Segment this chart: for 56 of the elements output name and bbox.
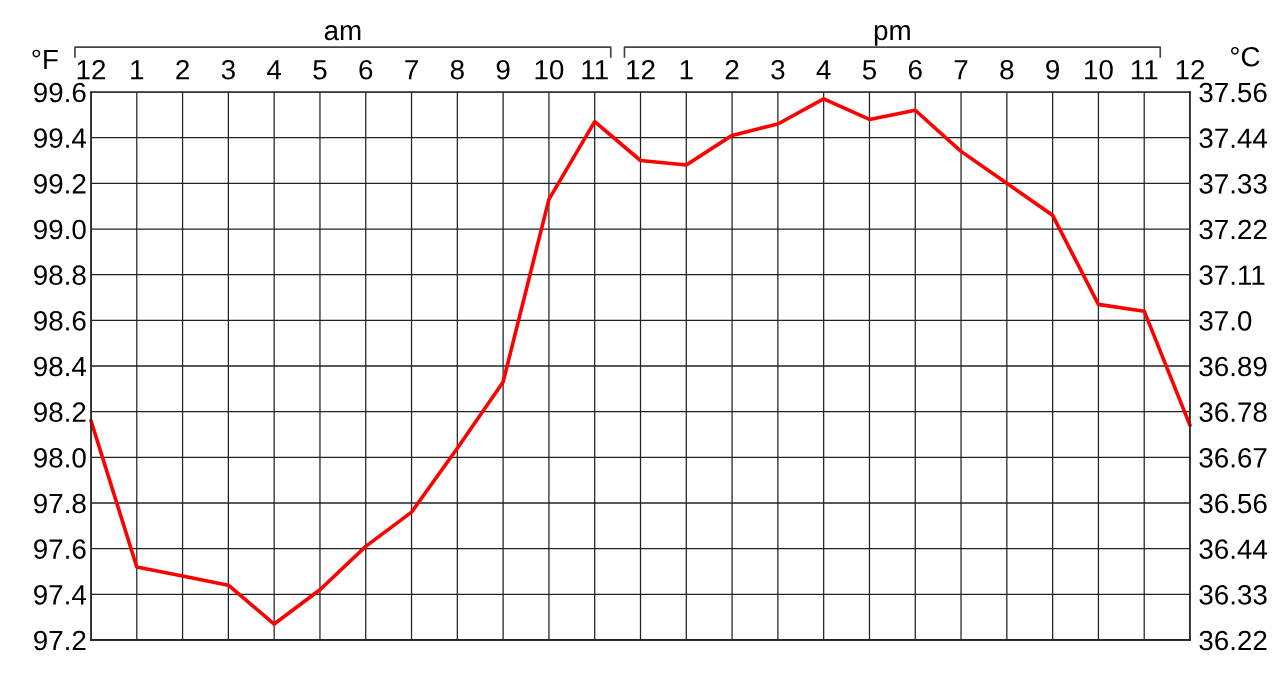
x-tick-label: 6: [359, 59, 373, 80]
x-tick-label: 11: [582, 60, 608, 80]
y-tick-label: 97.4: [34, 585, 87, 605]
x-tick-label: 12: [77, 59, 106, 80]
y2-tick-label: 36.33: [1199, 585, 1267, 605]
y-tick-label: 97.6: [34, 539, 86, 560]
x-tick-label: 5: [862, 60, 877, 80]
x-tick-label: 3: [771, 59, 785, 80]
x-tick-label: 3: [221, 59, 235, 80]
x-tick-label: 6: [908, 59, 922, 80]
y2-tick-label: 36.89: [1199, 356, 1267, 377]
y-tick-label: 99.2: [34, 174, 86, 194]
y2-axis-title: °C: [1231, 46, 1260, 67]
y-axis-title: °F: [32, 49, 58, 70]
y2-tick-label: 36.67: [1199, 447, 1267, 468]
x-tick-label: 12: [627, 59, 655, 80]
x-tick-label: 10: [1085, 59, 1113, 80]
y-tick-label: 97.8: [34, 493, 86, 514]
y2-tick-label: 37.0: [1199, 311, 1252, 331]
x-tick-label: 4: [816, 60, 831, 80]
y-tick-label: 97.2: [34, 630, 86, 651]
x-tick-label: 5: [313, 60, 327, 80]
x-tick-label: 8: [450, 59, 464, 80]
y2-tick-label: 36.78: [1199, 402, 1267, 422]
x-tick-label: 7: [405, 60, 418, 80]
x-tick-label: 2: [176, 59, 189, 80]
x-tick-label: 7: [954, 60, 968, 80]
y2-tick-label: 37.33: [1199, 174, 1267, 194]
x-tick-label: 11: [1131, 60, 1158, 80]
y2-tick-label: 36.44: [1199, 539, 1268, 560]
y-tick-label: 99.6: [34, 82, 86, 103]
x-tick-label: 10: [535, 59, 564, 80]
x-tick-label: 9: [1046, 59, 1060, 80]
text: am: [324, 25, 361, 41]
y-tick-label: 99.0: [34, 219, 86, 240]
y2-tick-label: 36.56: [1199, 493, 1267, 514]
x-tick-label: 4: [267, 60, 282, 80]
y-tick-label: 98.8: [34, 265, 86, 286]
y2-tick-label: 37.11: [1199, 265, 1265, 286]
x-tick-label: 1: [131, 60, 144, 80]
y2-tick-label: 37.44: [1199, 128, 1268, 149]
x-tick-label: 2: [725, 59, 739, 80]
y-tick-label: 98.4: [34, 356, 87, 377]
y-tick-label: 98.2: [34, 402, 86, 423]
y-tick-label: 98.0: [34, 448, 86, 468]
y-tick-label: 98.6: [34, 311, 86, 331]
x-tick-label: 1: [680, 60, 693, 80]
x-tick-label: 12: [1176, 59, 1205, 80]
x-tick-label: 9: [496, 59, 510, 80]
text: pm: [874, 25, 910, 46]
line-series: [89, 97, 1192, 626]
y2-tick-label: 36.22: [1199, 630, 1267, 651]
y2-tick-label: 37.56: [1199, 82, 1267, 103]
x-tick-label: 8: [1000, 59, 1014, 80]
y-tick-label: 99.4: [34, 128, 87, 149]
y2-tick-label: 37.22: [1199, 219, 1267, 240]
